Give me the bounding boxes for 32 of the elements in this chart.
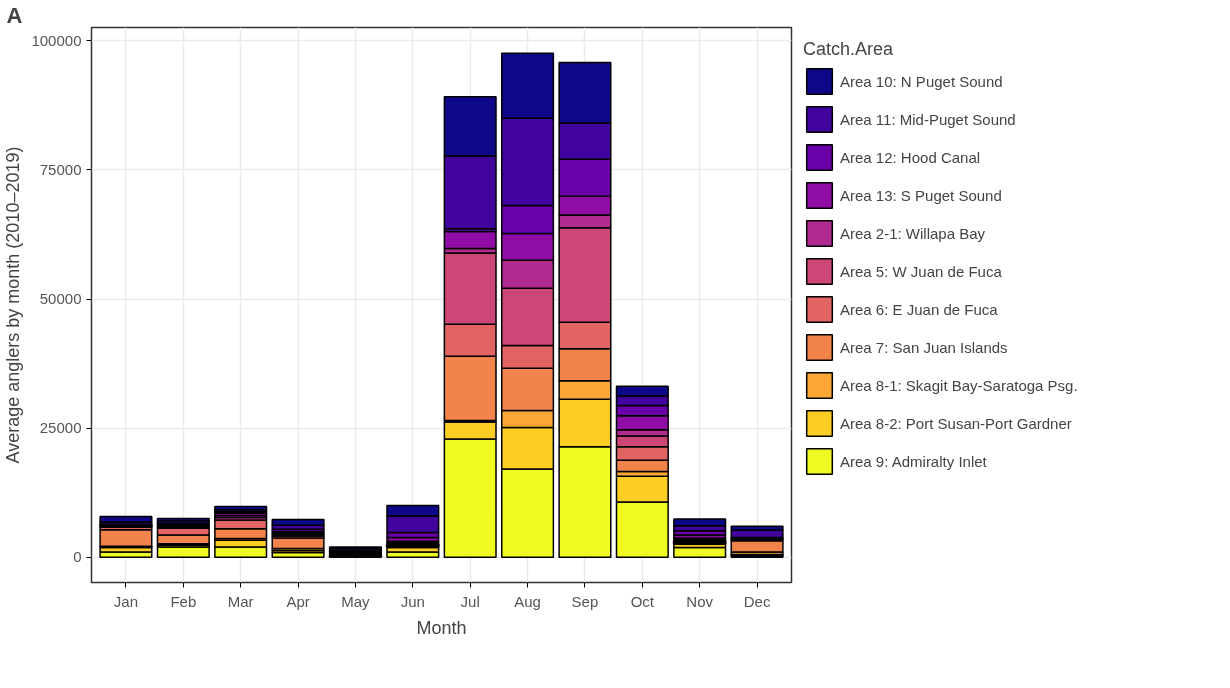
legend-label: Area 7: San Juan Islands <box>840 338 1008 356</box>
legend-title: Catch.Area <box>803 39 895 60</box>
legend-label: Area 8-1: Skagit Bay-Saratoga Psg. <box>840 376 1078 394</box>
legend-label: Area 12: Hood Canal <box>840 148 981 166</box>
legend-label: Area 13: S Puget Sound <box>840 186 1002 204</box>
y-axis-title: Average anglers by month (2010–2019) <box>3 146 24 464</box>
x-axis-title: Month <box>416 617 467 638</box>
x-tick-label: Aug <box>514 592 541 610</box>
legend-label: Area 6: E Juan de Fuca <box>840 300 998 318</box>
y-tick-label: 75000 <box>39 160 82 178</box>
x-tick-label: May <box>341 592 371 610</box>
x-tick-label: Jan <box>113 592 139 610</box>
x-tick-label: Sep <box>571 592 599 610</box>
y-tick-label: 50000 <box>39 290 82 308</box>
legend-label: Area 11: Mid-Puget Sound <box>840 110 1016 128</box>
y-tick-label: 0 <box>73 548 82 566</box>
x-tick-label: Oct <box>630 592 655 610</box>
y-tick-label: 100000 <box>31 31 82 49</box>
x-tick-label: Jul <box>460 592 480 610</box>
x-tick-label: Nov <box>686 592 714 610</box>
x-tick-label: Mar <box>227 592 254 610</box>
x-tick-label: Dec <box>743 592 771 610</box>
legend-label: Area 10: N Puget Sound <box>840 72 1003 90</box>
legend-label: Area 9: Admiralty Inlet <box>840 452 987 470</box>
legend-label: Area 5: W Juan de Fuca <box>840 262 1002 280</box>
y-tick-label: 25000 <box>39 419 82 437</box>
legend-label: Area 2-1: Willapa Bay <box>840 224 986 242</box>
text: A <box>6 2 23 28</box>
x-tick-label: Jun <box>400 592 425 610</box>
x-tick-label: Apr <box>286 592 310 610</box>
legend-label: Area 8-2: Port Susan-Port Gardner <box>840 414 1072 432</box>
x-tick-label: Feb <box>170 592 197 610</box>
